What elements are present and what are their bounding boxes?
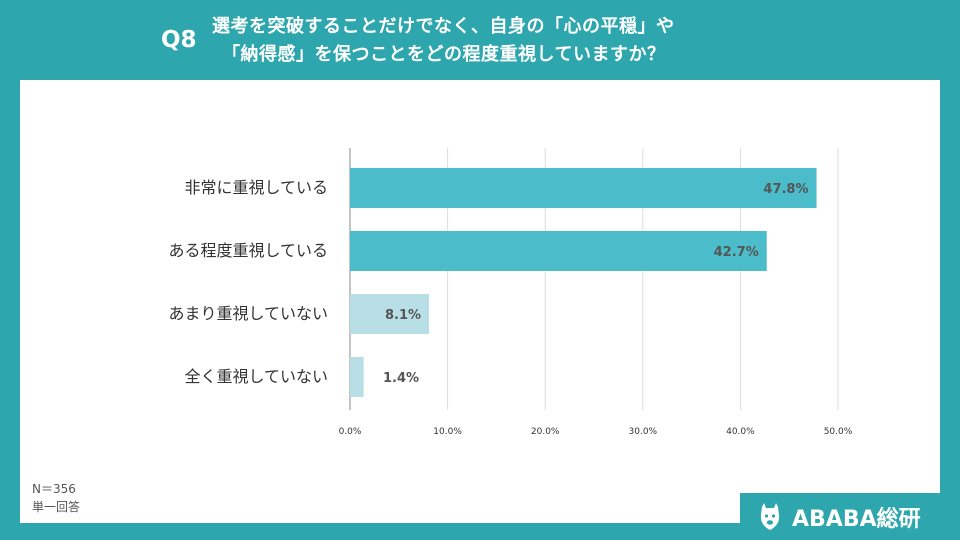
bar-chart: 0.0% 10.0% 20.0% 30.0% 40.0% 50.0% 非常に重視している 47… (168, 148, 853, 437)
x-tick-label: 30.0% (629, 427, 658, 437)
answer-type-note: 単一回答 (32, 500, 81, 514)
question-text-line2: 「納得感」を保つことをどの程度重視していますか？ (222, 44, 666, 65)
category-label: あまり重視していない (168, 304, 328, 323)
data-label: 42.7% (714, 245, 759, 260)
chart-panel: 0.0% 10.0% 20.0% 30.0% 40.0% 50.0% 非常に重視している 47… (20, 80, 940, 523)
sample-size-note: N＝356 (32, 482, 76, 496)
data-label: 47.8% (763, 182, 808, 197)
brand-name: ABABA総研 (792, 506, 921, 532)
x-tick-label: 20.0% (531, 427, 560, 437)
alpaca-icon (754, 501, 786, 533)
x-tick-label: 0.0% (339, 427, 362, 437)
data-label: 8.1% (385, 308, 421, 323)
x-tick-label: 10.0% (433, 427, 462, 437)
bar (350, 168, 817, 208)
x-tick-label: 50.0% (824, 427, 853, 437)
data-label: 1.4% (383, 371, 419, 386)
question-header: Q8 選考を突破することだけでなく、自身の「心の平穏」や 「納得感」を保つことを… (0, 0, 960, 78)
brand-badge: ABABA総研 (740, 493, 940, 540)
category-label: ある程度重視している (168, 241, 328, 260)
bar (350, 231, 767, 271)
x-tick-label: 40.0% (726, 427, 755, 437)
category-label: 全く重視していない (184, 367, 328, 386)
bar (350, 294, 430, 334)
question-number: Q8 (161, 27, 197, 53)
question-text-line1: 選考を突破することだけでなく、自身の「心の平穏」や (212, 16, 675, 37)
bar (350, 357, 364, 397)
category-label: 非常に重視している (184, 178, 328, 197)
